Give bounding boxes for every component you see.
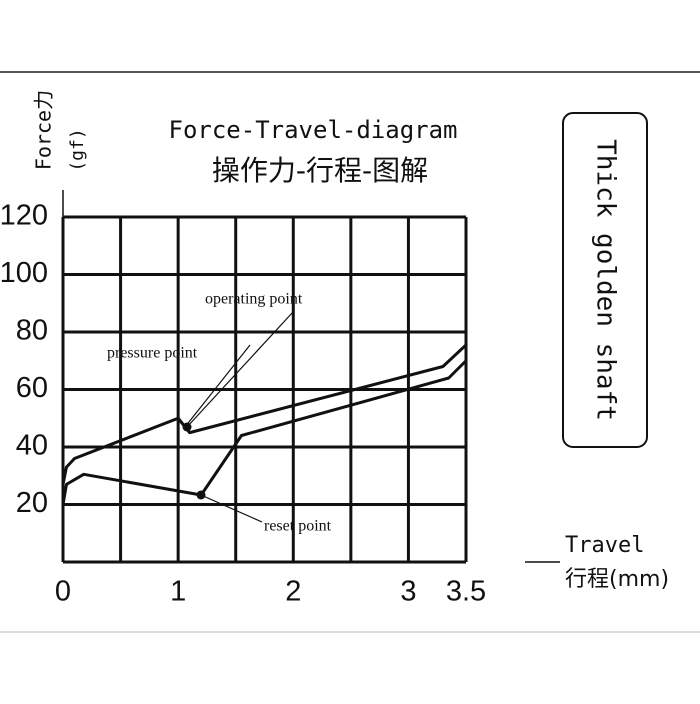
- y-tick-label: 100: [0, 257, 48, 289]
- x-axis-unit: 行程(mm): [565, 567, 669, 592]
- side-note: Thick golden shaft: [591, 139, 621, 421]
- x-tick-label: 0: [55, 576, 71, 608]
- data-line: [61, 343, 468, 485]
- x-axis-label: Travel: [565, 533, 644, 558]
- x-tick-label: 3: [400, 576, 416, 608]
- annotation: pressure point: [107, 345, 198, 362]
- annotation-leader: [200, 494, 263, 523]
- data-line: [61, 359, 468, 505]
- x-tick-label: 2: [285, 576, 301, 608]
- y-tick-label: 40: [16, 430, 48, 462]
- annotation-leader: [184, 344, 251, 428]
- y-tick-label: 60: [16, 372, 48, 404]
- annotation: operating point: [205, 291, 303, 308]
- y-axis-unit: (gf): [67, 128, 88, 171]
- side-box: [562, 112, 648, 448]
- annotation-leader: [186, 311, 294, 428]
- chart-subtitle: 操作力-行程-图解: [212, 154, 428, 187]
- y-tick-label: 120: [0, 200, 48, 232]
- y-tick-label: 80: [16, 315, 48, 347]
- x-tick-label: 3.5: [446, 576, 486, 608]
- y-tick-label: 20: [16, 487, 48, 519]
- y-axis-label: Force力: [32, 90, 56, 170]
- annotation-dot: [182, 422, 192, 432]
- x-tick-label: 1: [170, 576, 186, 608]
- annotation-dot: [196, 490, 206, 500]
- annotation: reset point: [264, 518, 332, 535]
- chart-title: Force-Travel-diagram: [169, 116, 458, 144]
